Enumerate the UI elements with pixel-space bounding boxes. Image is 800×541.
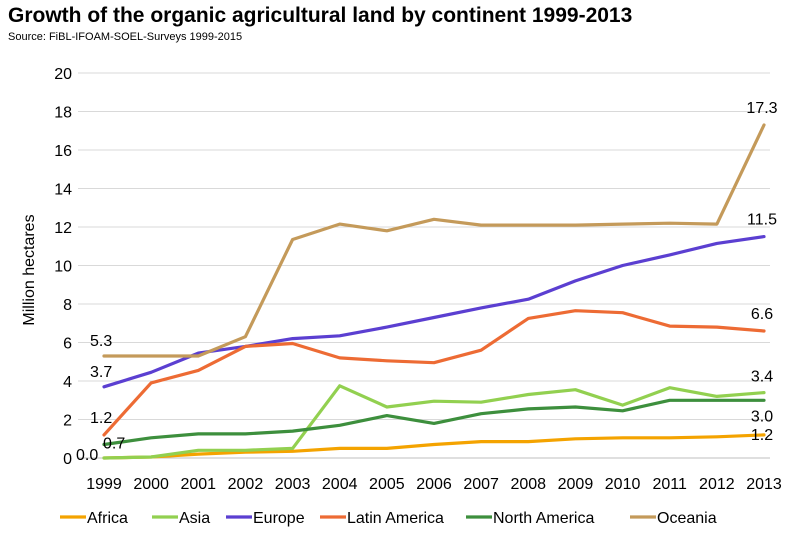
x-tick-label: 2013: [746, 476, 782, 493]
x-tick-label: 2005: [369, 476, 405, 493]
x-tick-label: 2007: [463, 476, 499, 493]
x-tick-label: 1999: [86, 476, 122, 493]
x-tick-label: 2003: [275, 476, 311, 493]
series-line-north-america: [102, 398, 766, 447]
data-label: 17.3: [746, 100, 777, 117]
data-label: 3.0: [751, 408, 773, 425]
x-tick-label: 2010: [605, 476, 641, 493]
y-tick-label: 6: [63, 336, 72, 353]
y-tick-label: 2: [63, 413, 72, 430]
chart-title: Growth of the organic agricultural land …: [8, 4, 633, 27]
legend-label: Europe: [253, 510, 305, 527]
x-tick-labels: 1999 2000 2001 2002 2003 2004 2005 2006 2007 2008…: [86, 476, 782, 493]
y-tick-label: 0: [63, 451, 72, 468]
y-tick-labels: 0 2 4 6 8 10 12 14 16 18 20: [54, 66, 72, 468]
x-tick-label: 2002: [228, 476, 264, 493]
x-tick-label: 2001: [180, 476, 216, 493]
y-tick-label: 16: [54, 143, 72, 160]
data-label: 1.2: [90, 410, 112, 427]
gridlines: [78, 72, 770, 420]
x-tick-label: 2009: [558, 476, 594, 493]
x-tick-label: 2011: [653, 476, 688, 493]
legend-label: Latin America: [347, 510, 444, 527]
x-tick-label: 2006: [416, 476, 452, 493]
data-labels: 5.3 3.7 1.2 0.7 0.0 17.3 11.5 6.6 3.4 3.0 1.2: [76, 100, 778, 464]
legend-label: Africa: [87, 510, 128, 527]
y-tick-label: 8: [63, 297, 72, 314]
y-tick-label: 4: [63, 374, 72, 391]
data-label: 0.0: [76, 447, 98, 464]
data-label: 3.7: [90, 364, 112, 381]
data-label: 6.6: [751, 306, 773, 323]
x-tick-label: 2000: [133, 476, 169, 493]
y-tick-label: 12: [54, 220, 72, 237]
legend-label: Asia: [179, 510, 210, 527]
series-line-oceania: [102, 123, 766, 358]
series-line-asia: [102, 384, 766, 460]
data-label: 5.3: [90, 333, 112, 350]
y-tick-label: 10: [54, 259, 72, 276]
x-tick-label: 2004: [322, 476, 358, 493]
legend-label: Oceania: [657, 510, 717, 527]
y-tick-label: 20: [54, 66, 72, 83]
data-label: 11.5: [747, 212, 777, 229]
series-line-africa: [102, 433, 766, 460]
legend-label: North America: [493, 510, 594, 527]
data-label: 3.4: [751, 369, 773, 386]
y-tick-label: 14: [54, 182, 72, 199]
y-tick-label: 18: [54, 105, 72, 122]
x-tick-label: 2008: [510, 476, 546, 493]
legend: Africa Asia Europe Latin America North Ameri…: [60, 510, 717, 527]
series-lines: [102, 123, 766, 460]
chart-subtitle: Source: FiBL-IFOAM-SOEL-Surveys 1999-201…: [8, 31, 243, 43]
data-label: 1.2: [751, 427, 773, 444]
x-tick-label: 2012: [699, 476, 735, 493]
y-axis-label: Million hectares: [21, 214, 38, 325]
series-line-latin-america: [102, 309, 766, 437]
data-label: 0.7: [103, 436, 125, 453]
